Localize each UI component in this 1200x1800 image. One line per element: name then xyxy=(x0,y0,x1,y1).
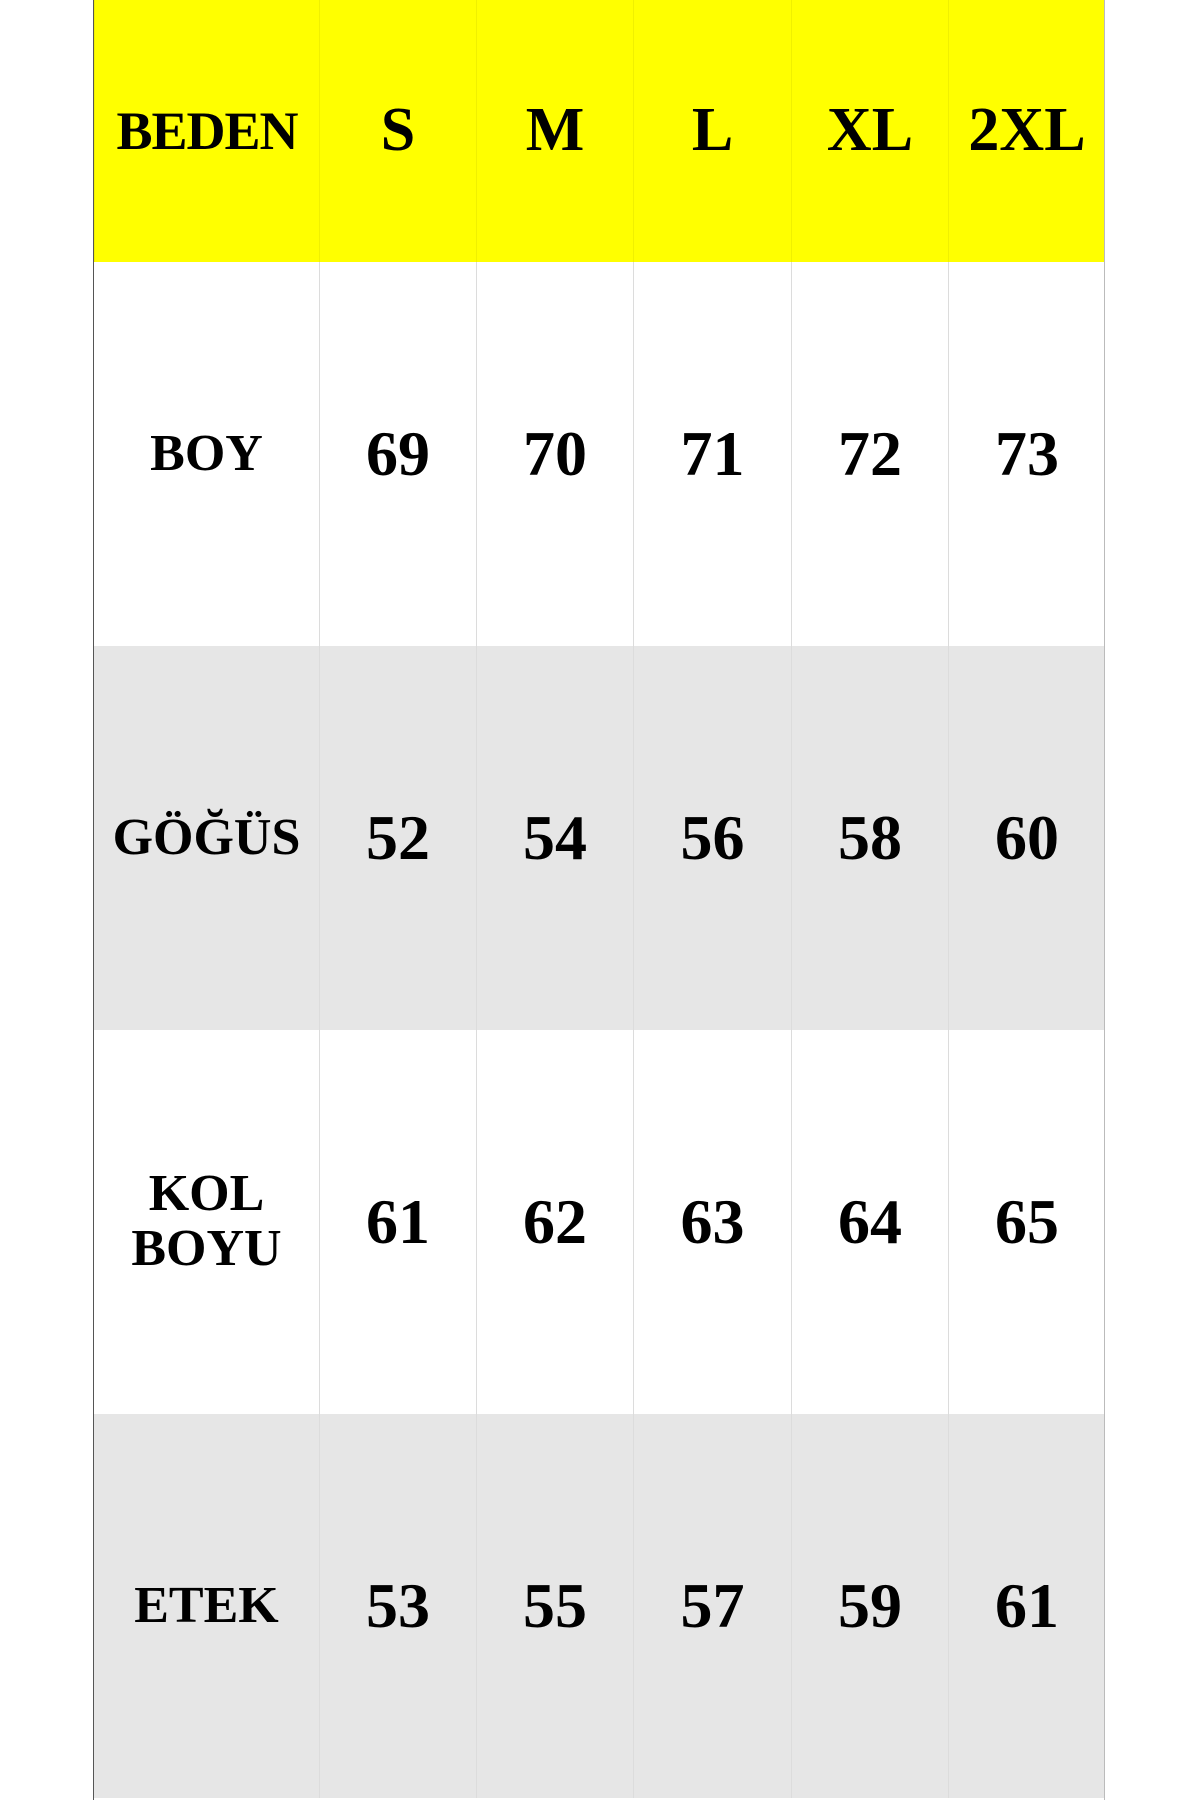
value-cell: 52 xyxy=(319,646,476,1030)
size-2xl: 2XL xyxy=(948,0,1105,262)
table-row-kol-boyu: KOL BOYU 61 62 63 64 65 xyxy=(94,1030,1104,1414)
header-label: BEDEN xyxy=(94,0,319,262)
header-row: BEDEN S M L XL 2XL xyxy=(94,0,1104,262)
value-cell: 63 xyxy=(633,1030,791,1414)
row-label-line1: KOL xyxy=(148,1165,265,1223)
value-cell: 55 xyxy=(476,1414,633,1798)
row-label: KOL BOYU xyxy=(94,1030,319,1414)
value-cell: 62 xyxy=(476,1030,633,1414)
value-cell: 65 xyxy=(948,1030,1105,1414)
value-cell: 64 xyxy=(791,1030,948,1414)
value-cell: 57 xyxy=(633,1414,791,1798)
value-cell: 72 xyxy=(791,262,948,646)
value-cell: 61 xyxy=(948,1414,1105,1798)
value-cell: 71 xyxy=(633,262,791,646)
value-cell: 73 xyxy=(948,262,1105,646)
table-row-boy: BOY 69 70 71 72 73 xyxy=(94,262,1104,646)
value-cell: 61 xyxy=(319,1030,476,1414)
value-cell: 60 xyxy=(948,646,1105,1030)
row-label: BOY xyxy=(150,424,263,482)
value-cell: 59 xyxy=(791,1414,948,1798)
value-cell: 58 xyxy=(791,646,948,1030)
value-cell: 70 xyxy=(476,262,633,646)
value-cell: 69 xyxy=(319,262,476,646)
size-m: M xyxy=(476,0,633,262)
row-label: GÖĞÜS xyxy=(112,808,301,866)
size-s: S xyxy=(319,0,476,262)
table-row-etek: ETEK 53 55 57 59 61 xyxy=(94,1414,1104,1798)
row-label-line2: BOYU xyxy=(131,1220,282,1277)
value-cell: 54 xyxy=(476,646,633,1030)
size-xl: XL xyxy=(791,0,948,262)
size-chart-table: BEDEN S M L XL 2XL BOY 69 70 71 72 73 GÖ… xyxy=(93,0,1105,1800)
size-l: L xyxy=(633,0,791,262)
row-label: ETEK xyxy=(134,1576,279,1634)
value-cell: 56 xyxy=(633,646,791,1030)
value-cell: 53 xyxy=(319,1414,476,1798)
table-row-gogus: GÖĞÜS 52 54 56 58 60 xyxy=(94,646,1104,1030)
